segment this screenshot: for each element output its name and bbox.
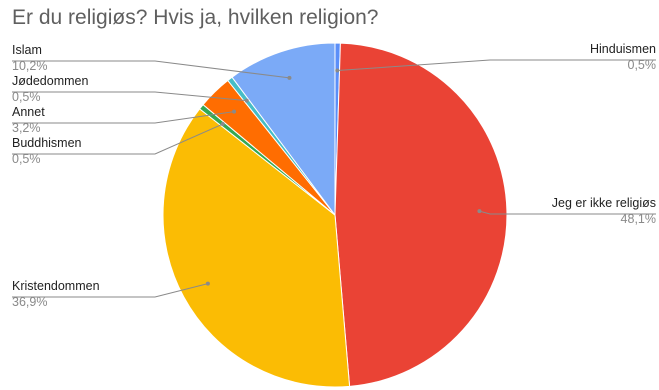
leader-line-annet <box>12 111 235 124</box>
pie-slice-jeg-er-ikke-religios <box>334 42 508 387</box>
slice-label-islam: Islam <box>12 43 42 57</box>
slice-value-hinduismen: 0,5% <box>628 58 657 72</box>
chart-title: Er du religiøs? Hvis ja, hvilken religio… <box>12 6 379 29</box>
slice-label-buddhismen: Buddhismen <box>12 136 82 150</box>
slice-value-annet: 3,2% <box>12 121 41 135</box>
slice-label-annet: Annet <box>12 105 45 119</box>
slice-label-hinduismen: Hinduismen <box>590 42 656 56</box>
pie-slice-islam <box>231 42 336 217</box>
leader-line-hinduismen <box>337 59 656 72</box>
slice-value-jeg-er-ikke-religios: 48,1% <box>621 212 656 226</box>
leader-line-islam <box>12 60 290 79</box>
slice-label-jodedommen: Jødedommen <box>12 74 88 88</box>
slice-label-kristendommen: Kristendommen <box>12 279 100 293</box>
leader-line-jodedommen <box>12 91 247 102</box>
pie-slices <box>162 42 508 388</box>
leader-line-buddhismen <box>12 123 223 155</box>
slice-label-jeg-er-ikke-religios: Jeg er ikke religiøs <box>552 196 656 210</box>
pie-slice-kristendommen <box>162 108 351 388</box>
slice-value-jodedommen: 0,5% <box>12 90 41 104</box>
leader-line-jeg-er-ikke-religios <box>479 210 656 215</box>
slice-value-kristendommen: 36,9% <box>12 295 47 309</box>
slice-value-buddhismen: 0,5% <box>12 152 41 166</box>
pie-labels: Hinduismen 0,5% Jeg er ikke religiøs 48,1% K… <box>12 42 656 309</box>
leader-line-kristendommen <box>12 283 209 298</box>
slice-value-islam: 10,2% <box>12 59 47 73</box>
